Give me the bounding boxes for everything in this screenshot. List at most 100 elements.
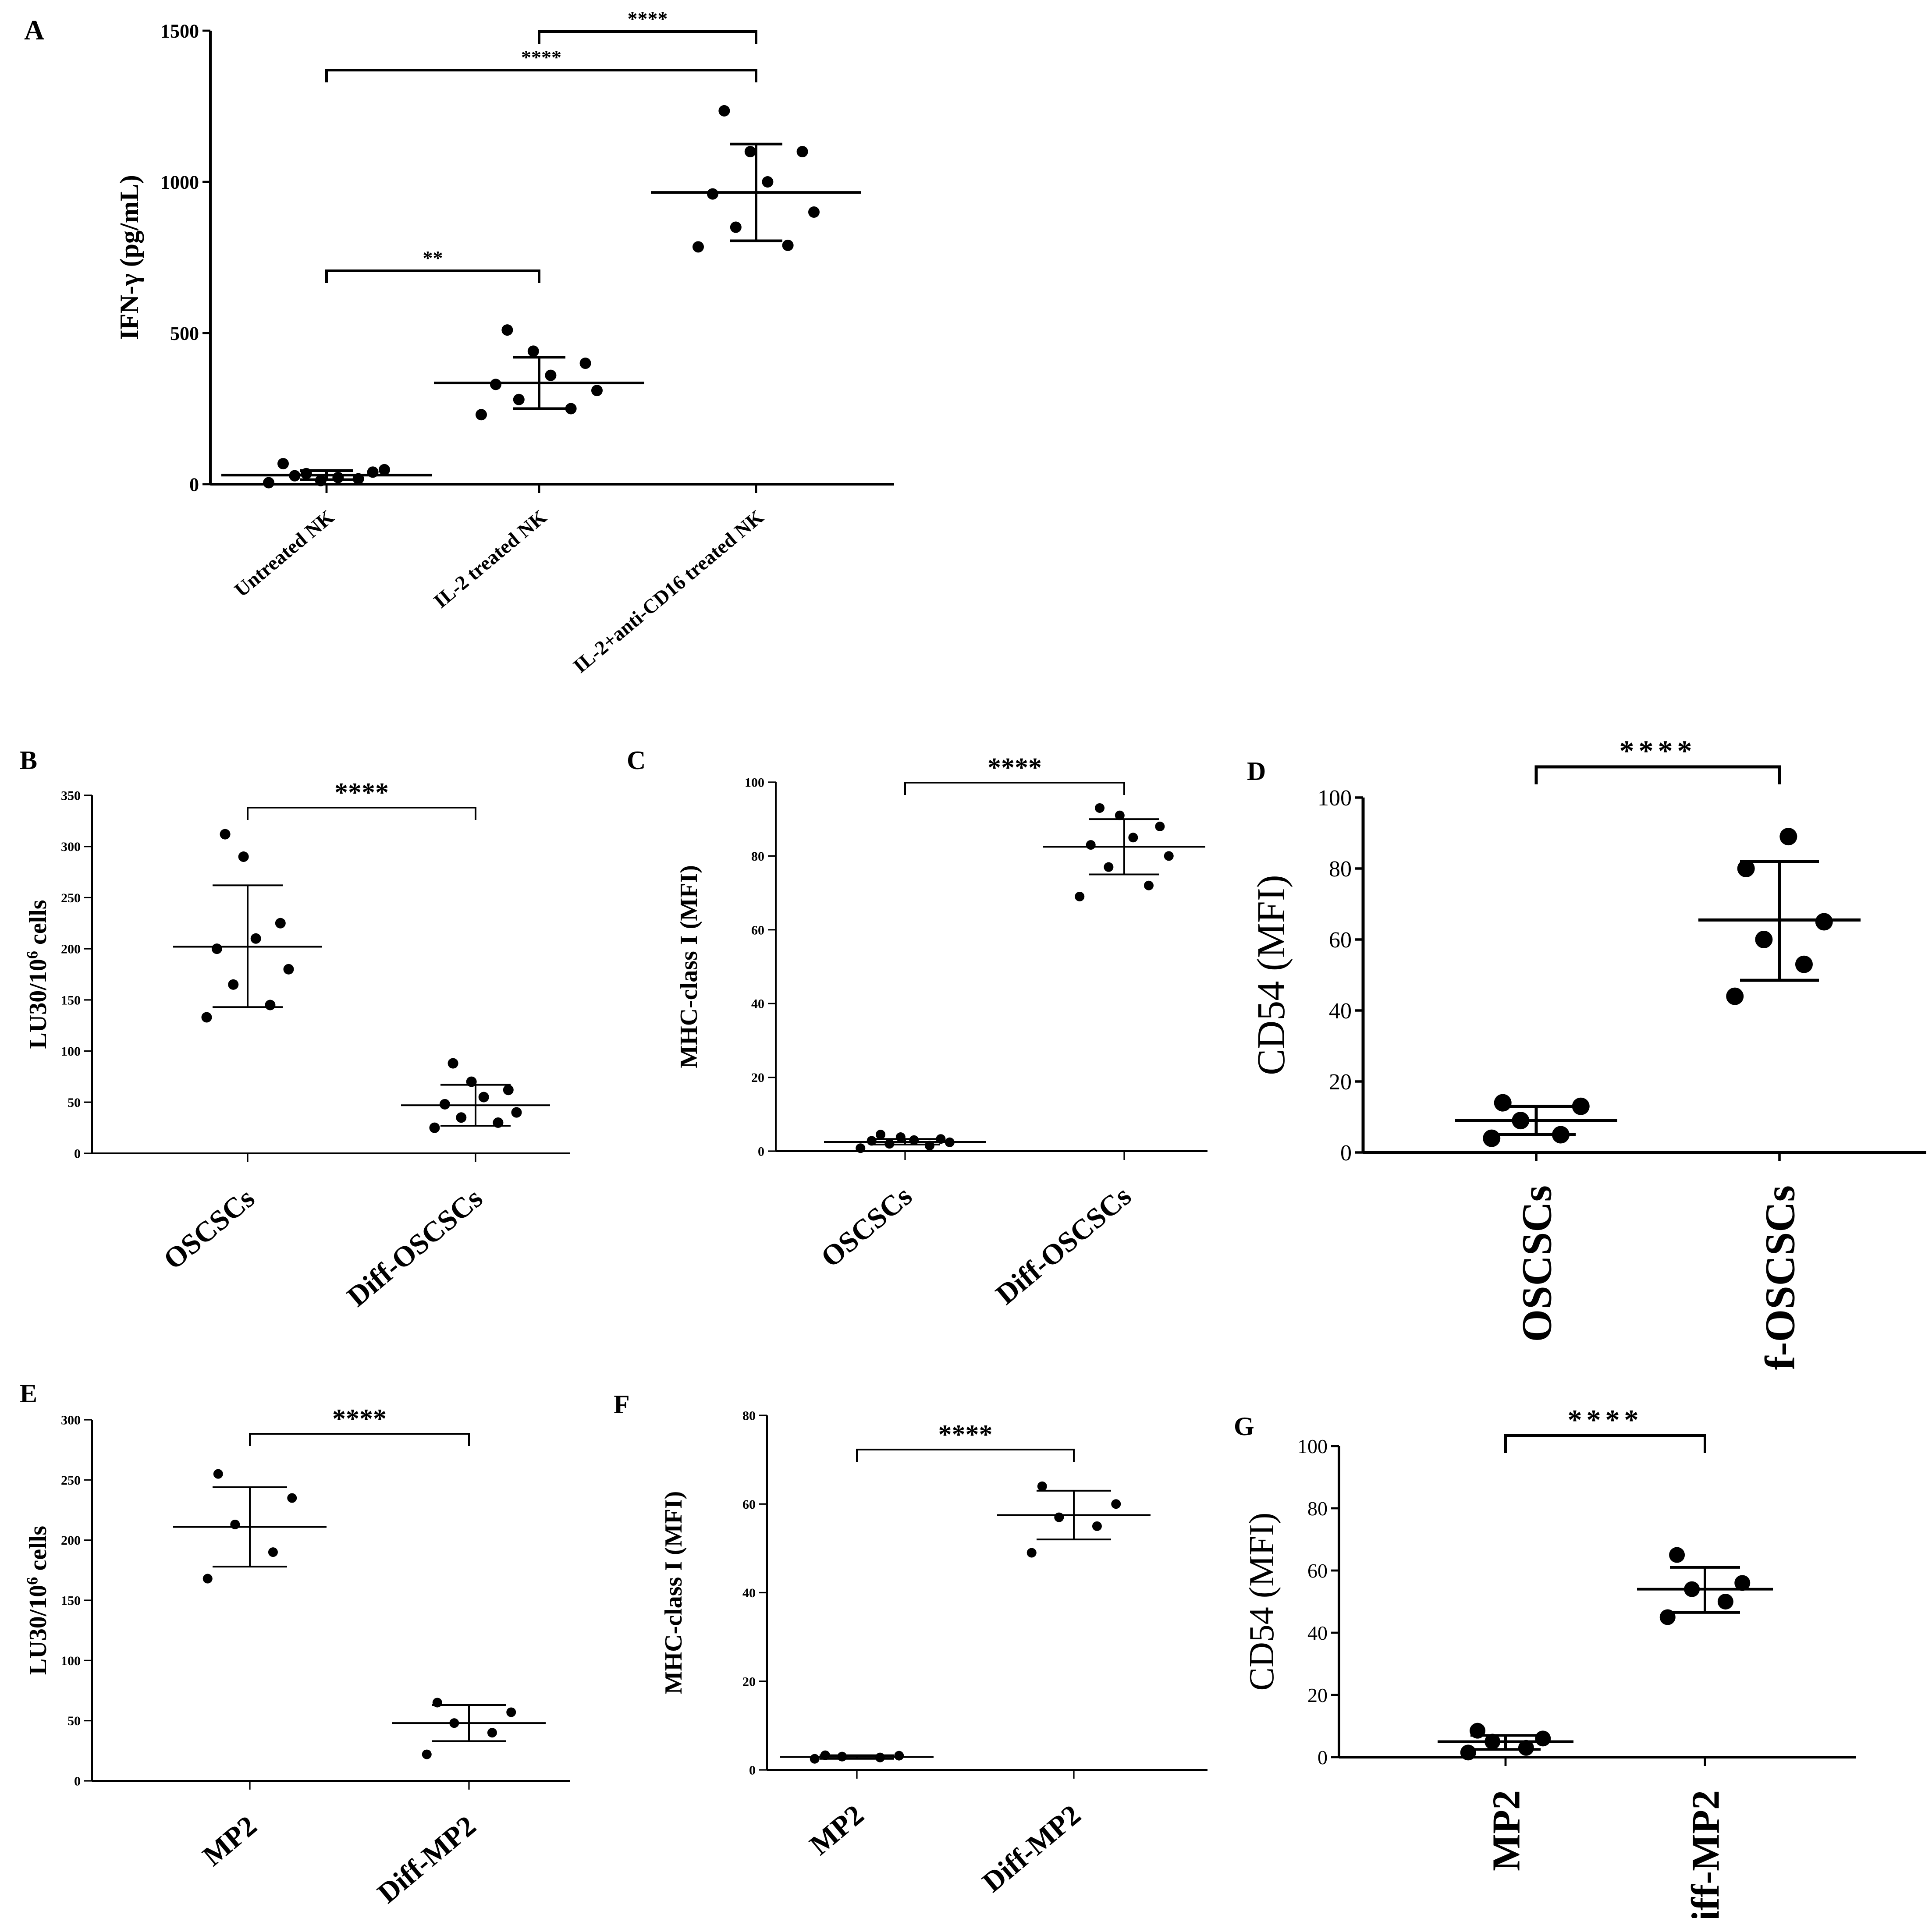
y-tick-label: 300 <box>61 1413 81 1428</box>
data-point <box>527 345 539 357</box>
data-point <box>379 464 390 475</box>
data-point <box>1535 1730 1551 1747</box>
panel-a: A 0 500 1000 1500 IFN-γ (pg/mL) Untreated NK IL… <box>24 7 894 677</box>
y-tick-label: 0 <box>1318 1746 1328 1769</box>
data-point <box>565 403 577 415</box>
x-tick-label: Untreated NK <box>230 505 338 601</box>
data-point <box>230 1519 240 1529</box>
y-axis-title: LU30/106 cells <box>23 900 52 1049</box>
significance-bracket <box>904 782 1125 795</box>
significance-bracket <box>247 807 476 820</box>
significance-bracket <box>538 30 757 44</box>
significance-label: **** <box>1568 1404 1643 1436</box>
data-point <box>1155 822 1165 832</box>
y-tick-label: 60 <box>751 923 764 937</box>
significance-bracket <box>856 1449 1075 1462</box>
significance-label: ** <box>423 247 443 269</box>
y-tick-label: 0 <box>1340 1141 1352 1166</box>
y-tick-label: 250 <box>61 891 81 905</box>
x-tick-label: OSCSCs <box>815 1180 918 1274</box>
data-point <box>332 472 344 483</box>
data-point <box>1111 1499 1121 1509</box>
panel-f: F 0 20 40 60 80 MHC-class I (MFI) MP2 Diff-MP2 **… <box>614 1390 1208 1898</box>
significance-bracket <box>1504 1434 1706 1453</box>
data-point <box>894 1751 904 1761</box>
data-point <box>250 933 261 944</box>
data-point <box>228 979 239 990</box>
y-tick-label: 200 <box>61 942 81 957</box>
data-point <box>503 1085 514 1095</box>
y-axis-title: CD54 (MFI) <box>1250 875 1293 1075</box>
data-point <box>287 1493 297 1503</box>
y-tick-label: 20 <box>1307 1684 1328 1706</box>
data-point <box>268 1547 278 1557</box>
data-point <box>1518 1740 1534 1756</box>
y-tick-label: 20 <box>751 1071 764 1085</box>
data-point <box>545 369 557 381</box>
data-point <box>591 385 603 397</box>
x-tick-label: Diff-OSCSCs <box>990 1180 1137 1311</box>
y-tick-label: 80 <box>742 1409 756 1423</box>
significance-label: **** <box>628 7 668 30</box>
x-tick-label: MP2 <box>1485 1790 1528 1871</box>
y-tick-label: 60 <box>1329 928 1352 953</box>
data-point <box>1737 860 1755 877</box>
data-point <box>429 1122 440 1133</box>
y-tick-label: 500 <box>170 323 199 344</box>
data-point <box>808 206 820 218</box>
significance-label: **** <box>987 753 1042 783</box>
data-point <box>924 1141 934 1151</box>
data-point <box>1734 1575 1751 1591</box>
data-point <box>283 964 294 975</box>
y-tick-label: 0 <box>189 474 199 495</box>
x-tick-label: IL-2+anti-CD16 treated NK <box>569 505 768 677</box>
data-point <box>478 1092 489 1103</box>
data-point <box>1669 1547 1685 1563</box>
data-point <box>439 1099 450 1110</box>
significance-bracket <box>1534 765 1781 784</box>
data-point <box>511 1107 522 1118</box>
y-tick-label: 300 <box>61 840 81 854</box>
data-point <box>265 1000 276 1010</box>
y-tick-label: 80 <box>1307 1497 1328 1520</box>
data-point <box>432 1698 442 1708</box>
y-tick-label: 250 <box>61 1473 81 1488</box>
y-tick-label: 0 <box>749 1763 756 1778</box>
data-point <box>513 394 525 405</box>
y-tick-label: 60 <box>1307 1560 1328 1582</box>
y-tick-label: 40 <box>751 997 764 1011</box>
y-axis-title: MHC-class I (MFI) <box>675 865 703 1068</box>
data-point <box>476 409 487 421</box>
data-point <box>895 1132 906 1142</box>
data-point <box>1717 1594 1733 1610</box>
x-tick-label: f-OSCSCs <box>1757 1185 1804 1370</box>
significance-label: **** <box>1619 734 1697 767</box>
data-point <box>1037 1481 1047 1491</box>
data-point <box>1572 1097 1590 1115</box>
data-point <box>1026 1548 1037 1558</box>
significance-label: **** <box>521 46 561 68</box>
data-point <box>277 458 289 470</box>
data-point <box>202 1574 213 1584</box>
data-point <box>730 221 742 233</box>
x-tick-label: MP2 <box>197 1810 263 1872</box>
data-point <box>275 918 286 929</box>
x-tick-label: iff-MP2 <box>1684 1790 1728 1918</box>
y-axis-title-tail: cells <box>25 1526 52 1577</box>
x-tick-label: Diff-MP2 <box>372 1810 482 1910</box>
data-point <box>876 1130 886 1140</box>
y-tick-label: 40 <box>1307 1622 1328 1644</box>
data-point <box>238 851 249 862</box>
y-tick-label: 0 <box>758 1145 764 1159</box>
y-tick-label: 50 <box>67 1714 81 1728</box>
data-point <box>1115 810 1125 820</box>
panel-label: E <box>20 1379 37 1408</box>
data-point <box>263 477 274 489</box>
data-point <box>1104 862 1114 872</box>
data-point <box>810 1754 820 1764</box>
data-point <box>422 1749 432 1759</box>
y-tick-label: 150 <box>61 1594 81 1608</box>
data-point <box>1128 833 1138 843</box>
data-point <box>707 188 718 200</box>
